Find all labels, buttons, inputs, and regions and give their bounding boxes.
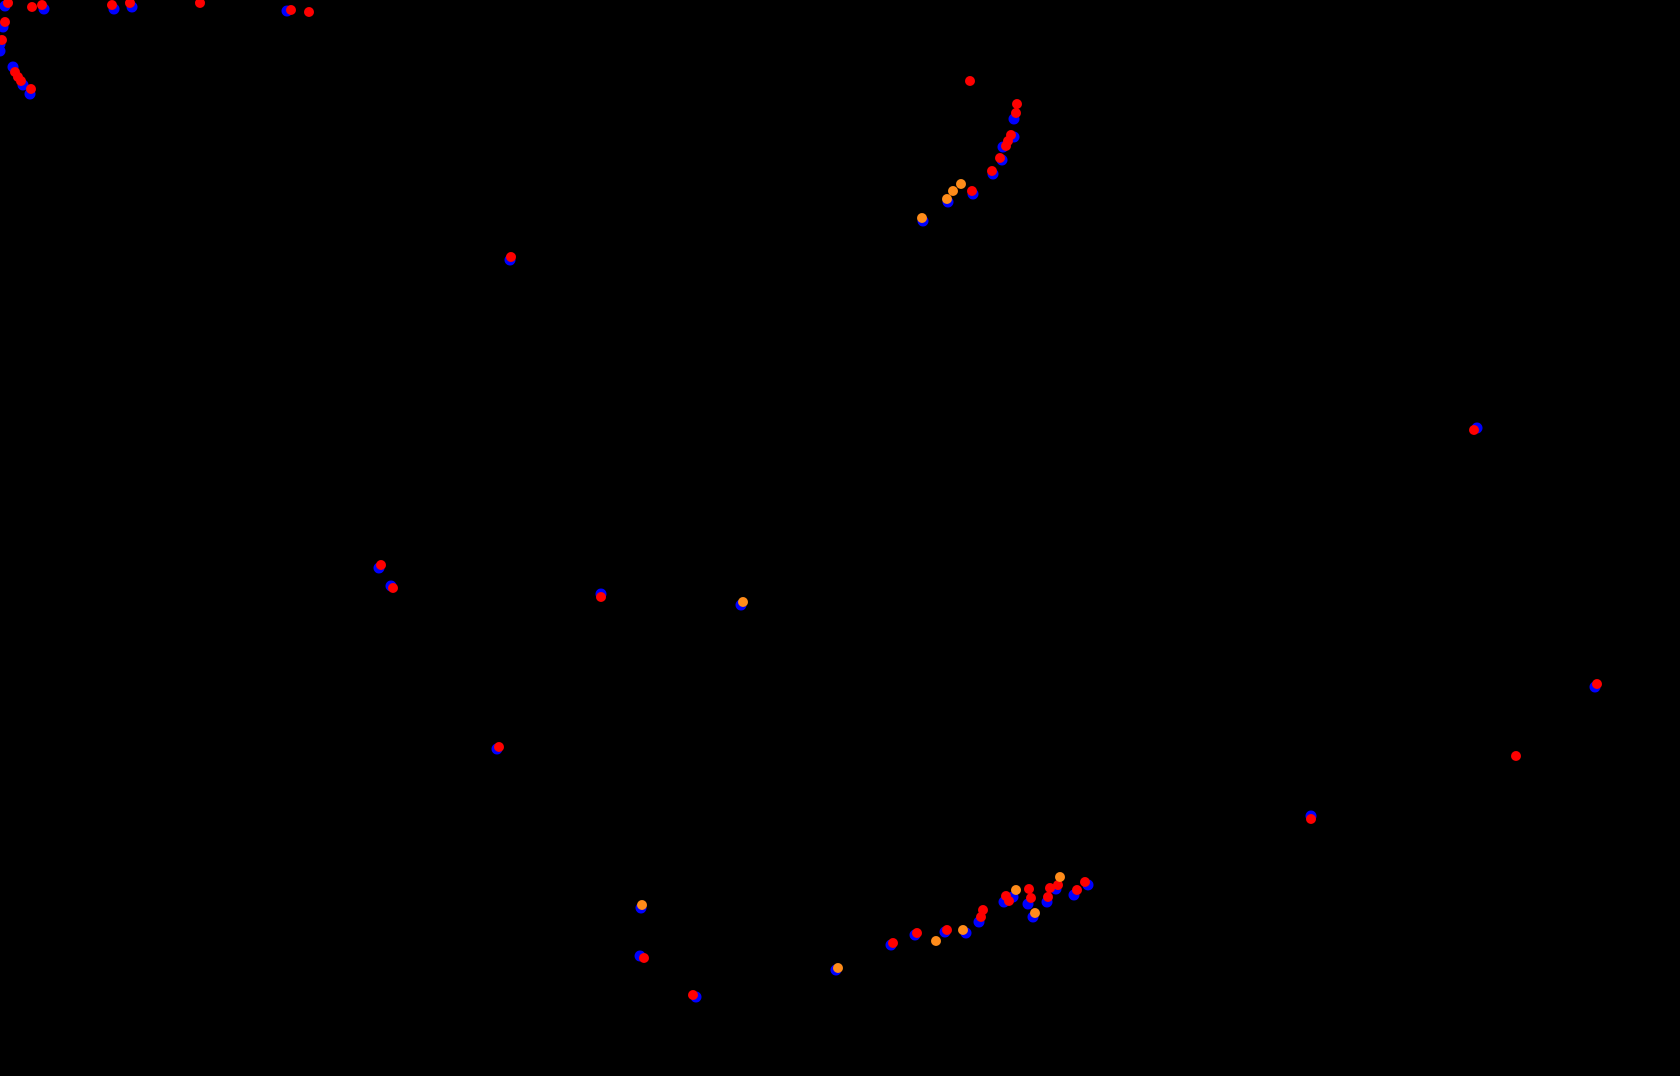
red-marker-point [942,925,952,935]
orange-marker-point [931,936,941,946]
red-marker-point [965,76,975,86]
red-marker-point [27,2,37,12]
red-marker-point [195,0,205,8]
red-marker-point [1026,893,1036,903]
orange-marker-point [1030,908,1040,918]
red-marker-point [376,560,386,570]
red-marker-point [1001,141,1011,151]
red-marker-point [304,7,314,17]
red-marker-point [1043,892,1053,902]
red-marker-point [912,928,922,938]
red-marker-point [286,5,296,15]
red-marker-point [494,742,504,752]
red-marker-point [596,592,606,602]
red-marker-point [26,84,36,94]
red-marker-point [3,0,13,8]
blue-marker-point [0,45,6,57]
red-marker-point [37,0,47,10]
red-marker-point [995,153,1005,163]
red-marker-point [639,953,649,963]
red-marker-point [1024,884,1034,894]
orange-marker-point [637,900,647,910]
red-marker-point [1012,99,1022,109]
orange-marker-point [917,213,927,223]
orange-marker-point [738,597,748,607]
orange-markers-series [637,179,1065,973]
red-marker-point [107,0,117,10]
red-marker-point [0,35,7,45]
orange-marker-point [942,194,952,204]
red-marker-point [976,912,986,922]
red-marker-point [1011,108,1021,118]
red-marker-point [688,990,698,1000]
scatter-points-layer [0,0,1602,1003]
red-marker-point [16,76,26,86]
red-marker-point [1004,896,1014,906]
orange-marker-point [833,963,843,973]
orange-marker-point [948,186,958,196]
red-markers-series [0,0,1602,1000]
red-marker-point [1306,814,1316,824]
red-marker-point [388,583,398,593]
red-marker-point [1592,679,1602,689]
red-marker-point [1469,425,1479,435]
red-marker-point [1511,751,1521,761]
red-marker-point [1053,880,1063,890]
red-marker-point [1072,885,1082,895]
red-marker-point [888,938,898,948]
red-marker-point [125,0,135,8]
red-marker-point [987,166,997,176]
orange-marker-point [1055,872,1065,882]
red-marker-point [1080,877,1090,887]
orange-marker-point [958,925,968,935]
orange-marker-point [956,179,966,189]
red-marker-point [967,186,977,196]
red-marker-point [0,17,10,27]
red-marker-point [506,252,516,262]
orange-marker-point [1011,885,1021,895]
red-marker-point [1045,883,1055,893]
